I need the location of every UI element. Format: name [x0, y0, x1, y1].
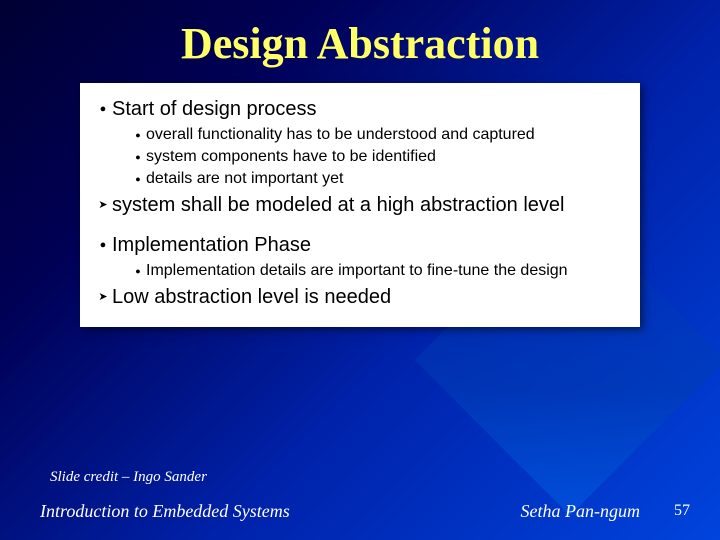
dot-icon: ● [94, 233, 112, 257]
bullet-text: overall functionality has to be understo… [146, 125, 535, 145]
list-item: ● details are not important yet [130, 169, 626, 189]
dot-icon: ● [130, 147, 146, 167]
footer-left: Introduction to Embedded Systems [40, 501, 290, 522]
section1-heading: Start of design process [112, 97, 317, 121]
arrow-icon: ➤ [94, 285, 112, 309]
list-item: ● Implementation details are important t… [130, 261, 626, 281]
list-item: ● overall functionality has to be unders… [130, 125, 626, 145]
section2-conclusion-row: ➤ Low abstraction level is needed [94, 285, 626, 309]
bullet-text: system components have to be identified [146, 147, 436, 167]
section1-heading-row: ● Start of design process [94, 97, 626, 121]
bullet-text: details are not important yet [146, 169, 343, 189]
section1-conclusion: system shall be modeled at a high abstra… [112, 193, 564, 217]
page-number: 57 [674, 502, 690, 520]
slide-credit: Slide credit – Ingo Sander [50, 469, 207, 486]
dot-icon: ● [130, 261, 146, 281]
section1-conclusion-row: ➤ system shall be modeled at a high abst… [94, 193, 626, 217]
bullet-text: Implementation details are important to … [146, 261, 568, 281]
list-item: ● system components have to be identifie… [130, 147, 626, 167]
arrow-icon: ➤ [94, 193, 112, 217]
section2-conclusion: Low abstraction level is needed [112, 285, 391, 309]
footer-right: Setha Pan-ngum [521, 501, 640, 522]
dot-icon: ● [130, 169, 146, 189]
dot-icon: ● [94, 97, 112, 121]
section2-heading-row: ● Implementation Phase [94, 233, 626, 257]
dot-icon: ● [130, 125, 146, 145]
section2-heading: Implementation Phase [112, 233, 311, 257]
slide-title: Design Abstraction [0, 0, 720, 69]
content-box: ● Start of design process ● overall func… [80, 83, 640, 327]
